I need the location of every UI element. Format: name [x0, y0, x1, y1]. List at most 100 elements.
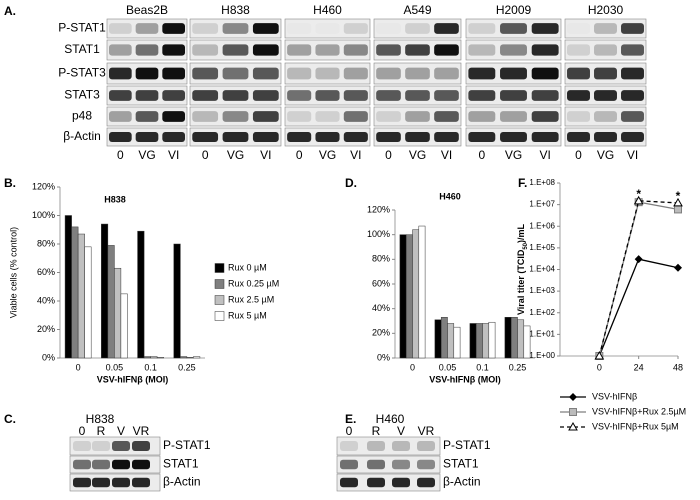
bar: [405, 234, 413, 359]
bar: [517, 319, 525, 359]
panel-label: F.: [518, 176, 527, 190]
bar: [447, 323, 455, 359]
row-label: STAT3: [64, 88, 100, 102]
blot-band: [567, 44, 590, 56]
blot-band: [500, 90, 527, 101]
blot-strip: [336, 455, 441, 474]
blot-band: [192, 111, 219, 122]
y-axis-label: Viral titer (TCID50)/mL: [516, 223, 528, 315]
y-tick-label: 1.E+02: [529, 308, 555, 317]
blot-band: [500, 44, 527, 56]
blot-band: [376, 90, 401, 101]
blot-band: [417, 459, 435, 470]
bar: [399, 234, 407, 359]
bar: [510, 317, 518, 359]
point: [594, 350, 605, 360]
y-tick-label: 100%: [367, 229, 390, 239]
line: [598, 200, 679, 357]
y-tick-label: 1.E+07: [529, 200, 555, 209]
blot-band: [434, 23, 459, 34]
lane-label: 0: [575, 148, 582, 162]
bar: [488, 321, 496, 359]
lane-label: VI: [539, 148, 550, 162]
y-tick-label: 80%: [372, 254, 390, 264]
blot-band: [376, 111, 401, 122]
bar: [137, 230, 145, 359]
y-axis-label-part: Viral titer (TCID: [516, 249, 526, 315]
legend-swatch: [214, 295, 225, 305]
blot-band: [343, 131, 368, 143]
annotation: *: [676, 189, 681, 203]
blot-band: [252, 111, 279, 122]
blot-band: [594, 67, 617, 80]
panel-label: D.: [345, 176, 357, 190]
blot-band: [434, 131, 459, 143]
y-tick-label: 1.E+08: [529, 178, 555, 187]
blot-band: [417, 477, 435, 488]
blot-band: [109, 44, 132, 56]
lane-label: V: [117, 424, 125, 438]
blot-band: [468, 111, 496, 122]
blot-band: [367, 459, 385, 470]
x-tick-label: 0.1: [144, 362, 157, 372]
blot-band: [621, 23, 644, 34]
point: [674, 263, 682, 272]
blot-band: [162, 111, 185, 122]
bar: [412, 229, 420, 359]
blot-band: [222, 44, 249, 56]
legend-swatch: [214, 263, 225, 273]
y-tick-label: 1.E+06: [529, 221, 555, 230]
lane-label: VG: [597, 148, 614, 162]
bar: [173, 243, 181, 359]
blot-band: [222, 131, 249, 143]
blot-band: [567, 111, 590, 122]
y-axis-label-subscript: 50: [523, 242, 529, 249]
y-tick-label: 1.E+04: [529, 265, 555, 274]
blot-band: [434, 44, 459, 56]
row-label: β-Actin: [63, 129, 101, 143]
bar: [143, 356, 151, 359]
blot-band: [192, 90, 219, 101]
y-tick-label: 60%: [37, 267, 55, 277]
blot-strip: [336, 436, 441, 456]
blot-band: [162, 44, 185, 56]
blot-band: [112, 477, 130, 488]
blot-band: [621, 67, 644, 80]
lane-label: VG: [505, 148, 522, 162]
blot-band: [109, 131, 132, 143]
blot-band: [135, 131, 159, 143]
blot-band: [376, 23, 401, 34]
lane-label: VI: [350, 148, 361, 162]
lane-label: V: [397, 424, 405, 438]
bar: [77, 233, 85, 359]
blot-band: [531, 90, 559, 101]
blot-band: [222, 67, 249, 80]
blot-band: [135, 44, 159, 56]
blot-band: [192, 67, 219, 80]
blot-band: [367, 440, 385, 452]
blot-band: [376, 131, 401, 143]
blot-band: [109, 111, 132, 122]
blot-band: [343, 44, 368, 56]
blot-band: [531, 44, 559, 56]
row-label: P-STAT1: [58, 21, 106, 35]
blot-band: [162, 23, 185, 34]
x-tick-label: 0.05: [439, 362, 457, 372]
panel-label: C.: [4, 412, 16, 426]
row-label: P-STAT1: [443, 438, 491, 452]
blot-band: [594, 131, 617, 143]
cell-line-label: H2009: [496, 3, 532, 17]
legend-label: Rux 5 µM: [228, 310, 267, 320]
x-tick-label: 0: [410, 362, 415, 372]
blot-band: [405, 90, 430, 101]
blot-band: [468, 44, 496, 56]
bar: [434, 319, 442, 359]
bar: [469, 323, 477, 359]
point: [633, 195, 644, 205]
cell-line-label: Beas2B: [126, 3, 168, 17]
blot-band: [109, 23, 132, 34]
x-tick-label: 0.05: [106, 362, 124, 372]
x-axis-label: VSV-hIFNβ (MOI): [97, 374, 169, 384]
lane-label: 0: [478, 148, 485, 162]
lane-label: VG: [409, 148, 426, 162]
